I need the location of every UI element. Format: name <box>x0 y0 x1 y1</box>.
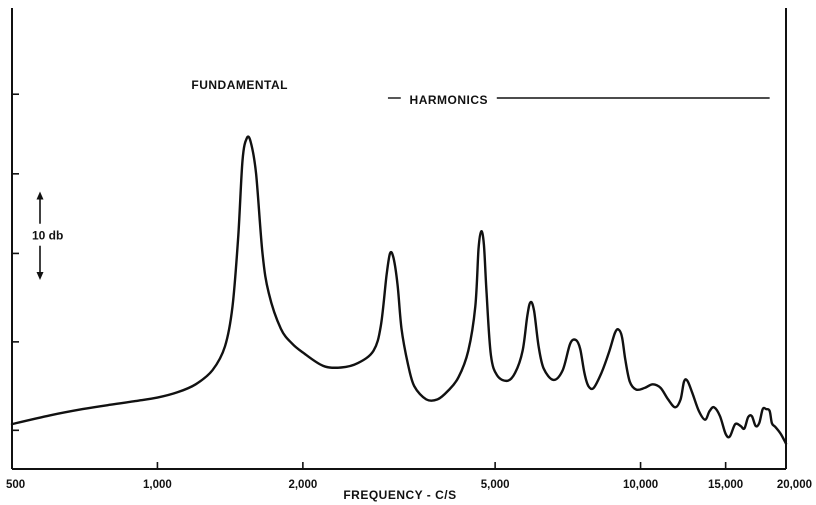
annotation-harmonics-group: HARMONICS <box>387 93 770 107</box>
x-tick-label-3: 5,000 <box>481 479 510 491</box>
arrow-up-icon <box>36 191 44 200</box>
x-tick-label-6: 20,000 <box>777 479 812 491</box>
arrow-down-icon <box>36 271 44 280</box>
spectrum-curve <box>10 135 788 445</box>
x-tick-labels: 500 1,000 2,000 5,000 10,000 15,000 20,000 <box>6 479 812 491</box>
x-tick-label-1: 1,000 <box>143 479 172 491</box>
x-tick-label-2: 2,000 <box>288 479 317 491</box>
x-tick-label-4: 10,000 <box>623 479 658 491</box>
annotation-harmonics: HARMONICS <box>410 93 489 107</box>
y-ticks <box>12 93 19 432</box>
x-tick-label-0: 500 <box>6 479 25 491</box>
annotation-fundamental: FUNDAMENTAL <box>191 78 288 92</box>
x-ticks <box>156 462 727 469</box>
x-axis-title: FREQUENCY - C/S <box>343 488 456 502</box>
x-tick-label-5: 15,000 <box>708 479 743 491</box>
plot-frame <box>11 8 787 470</box>
scale-bar: 10 db <box>32 191 63 280</box>
scale-bar-label: 10 db <box>32 229 63 243</box>
